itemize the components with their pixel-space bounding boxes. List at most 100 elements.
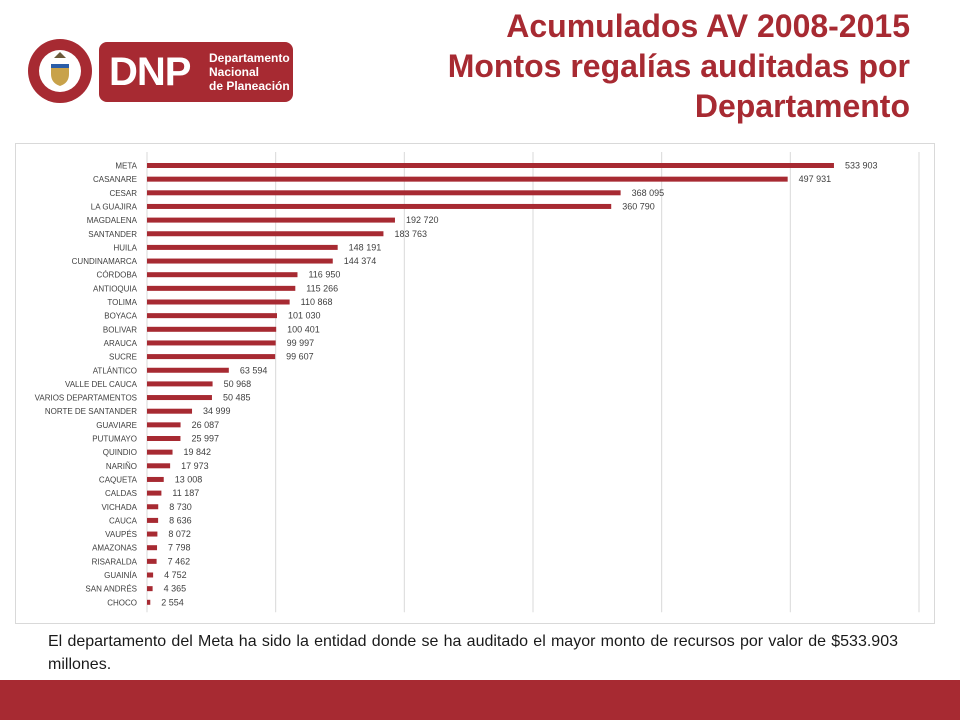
data-label: 360 790	[622, 201, 655, 211]
category-label: CUNDINAMARCA	[72, 257, 138, 266]
bar	[147, 545, 158, 551]
data-label: 148 191	[349, 242, 382, 252]
category-label: CÓRDOBA	[97, 271, 138, 280]
category-label: CAQUETA	[99, 475, 138, 484]
bar	[147, 408, 193, 414]
dnp-subtitle-line-1: Departamento	[209, 51, 290, 65]
category-label: ARAUCA	[104, 339, 138, 348]
bar	[147, 299, 290, 305]
data-label: 7 798	[168, 543, 191, 553]
bar	[147, 572, 154, 578]
category-label: SAN ANDRÉS	[85, 585, 137, 594]
bar	[147, 258, 333, 264]
bar	[147, 244, 338, 250]
caption-text: El departamento del Meta ha sido la enti…	[48, 633, 898, 673]
category-label: BOYACA	[104, 312, 137, 321]
bar	[147, 422, 181, 428]
data-label: 7 462	[168, 556, 191, 566]
bar	[147, 381, 213, 387]
bar	[147, 326, 277, 332]
category-label: HUILA	[113, 243, 137, 252]
bar	[147, 176, 788, 182]
data-label: 4 365	[164, 584, 187, 594]
bar	[147, 367, 229, 373]
bar	[147, 313, 277, 319]
category-label: PUTUMAYO	[92, 435, 137, 444]
page-title: Acumulados AV 2008-2015 Montos regalías …	[310, 6, 910, 126]
category-label: VARIOS DEPARTAMENTOS	[35, 394, 137, 403]
data-label: 8 636	[169, 515, 192, 525]
bar	[147, 476, 164, 482]
data-label: 533 903	[845, 161, 878, 171]
data-label: 8 072	[168, 529, 191, 539]
data-label: 116 950	[308, 270, 340, 280]
bar	[147, 436, 181, 441]
data-label: 8 730	[169, 502, 192, 512]
dnp-subtitle-line-3: de Planeación	[209, 79, 290, 93]
bar	[147, 272, 298, 278]
data-label: 115 266	[306, 283, 338, 293]
data-label: 50 968	[224, 379, 252, 389]
category-label: VALLE DEL CAUCA	[65, 380, 138, 389]
data-label: 2 554	[161, 597, 184, 607]
dnp-brand-subtitle: Departamento Nacional de Planeación	[209, 51, 290, 93]
bar	[147, 558, 157, 564]
data-label: 110 868	[301, 297, 333, 307]
category-label: VAUPÉS	[105, 530, 137, 539]
category-label: TOLIMA	[107, 298, 137, 307]
data-label: 144 374	[344, 256, 377, 266]
category-label: META	[115, 162, 137, 171]
bar	[147, 463, 171, 469]
data-label: 368 095	[632, 188, 665, 198]
data-label: 50 485	[223, 393, 251, 403]
bar	[147, 490, 162, 496]
data-label: 4 752	[164, 570, 187, 580]
bar	[147, 231, 384, 237]
category-label: SANTANDER	[88, 230, 137, 239]
category-label: BOLIVAR	[103, 325, 137, 334]
bar	[147, 531, 158, 537]
category-label: CALDAS	[105, 489, 137, 498]
category-label: AMAZONAS	[92, 544, 137, 553]
category-label: RISARALDA	[92, 557, 138, 566]
category-label: MAGDALENA	[87, 216, 138, 225]
data-label: 26 087	[192, 420, 220, 430]
data-label: 183 763	[394, 229, 427, 239]
dnp-subtitle-line-2: Nacional	[209, 65, 260, 79]
bar	[147, 504, 159, 510]
bar	[147, 449, 173, 455]
data-label: 19 842	[184, 447, 212, 457]
data-label: 100 401	[287, 324, 320, 334]
category-label: GUAVIARE	[96, 421, 137, 430]
bar	[147, 395, 212, 401]
bar	[147, 599, 151, 605]
colombia-seal-icon	[28, 39, 92, 103]
category-label: NORTE DE SANTANDER	[45, 407, 137, 416]
bar	[147, 517, 159, 523]
data-label: 192 720	[406, 215, 439, 225]
footer-bar	[0, 680, 960, 720]
data-label: 17 973	[181, 461, 209, 471]
category-label: ANTIOQUIA	[93, 284, 138, 293]
data-label: 11 187	[172, 488, 199, 498]
category-label: CASANARE	[93, 175, 137, 184]
data-label: 63 594	[240, 365, 268, 375]
category-label: VICHADA	[101, 503, 137, 512]
category-label: CHOCO	[107, 598, 137, 607]
bar	[147, 203, 612, 209]
data-label: 99 607	[286, 352, 314, 362]
bar-chart-svg: META 533 903 CASANARE 497 931 CESAR 368 095 LA…	[35, 152, 920, 613]
title-line-1: Acumulados AV 2008-2015	[506, 8, 910, 44]
data-label: 101 030	[288, 311, 321, 321]
bar	[147, 190, 621, 196]
data-label: 34 999	[203, 406, 231, 416]
bar	[147, 340, 276, 346]
category-label: ATLÁNTICO	[93, 366, 137, 375]
bar	[147, 586, 153, 592]
title-line-3: Departamento	[694, 88, 910, 124]
category-label: QUINDIO	[103, 448, 137, 457]
dnp-logo: DNP Departamento Nacional de Planeación	[22, 36, 293, 108]
data-label: 497 931	[799, 174, 832, 184]
category-label: NARIÑO	[106, 462, 137, 471]
category-label: CAUCA	[109, 516, 138, 525]
